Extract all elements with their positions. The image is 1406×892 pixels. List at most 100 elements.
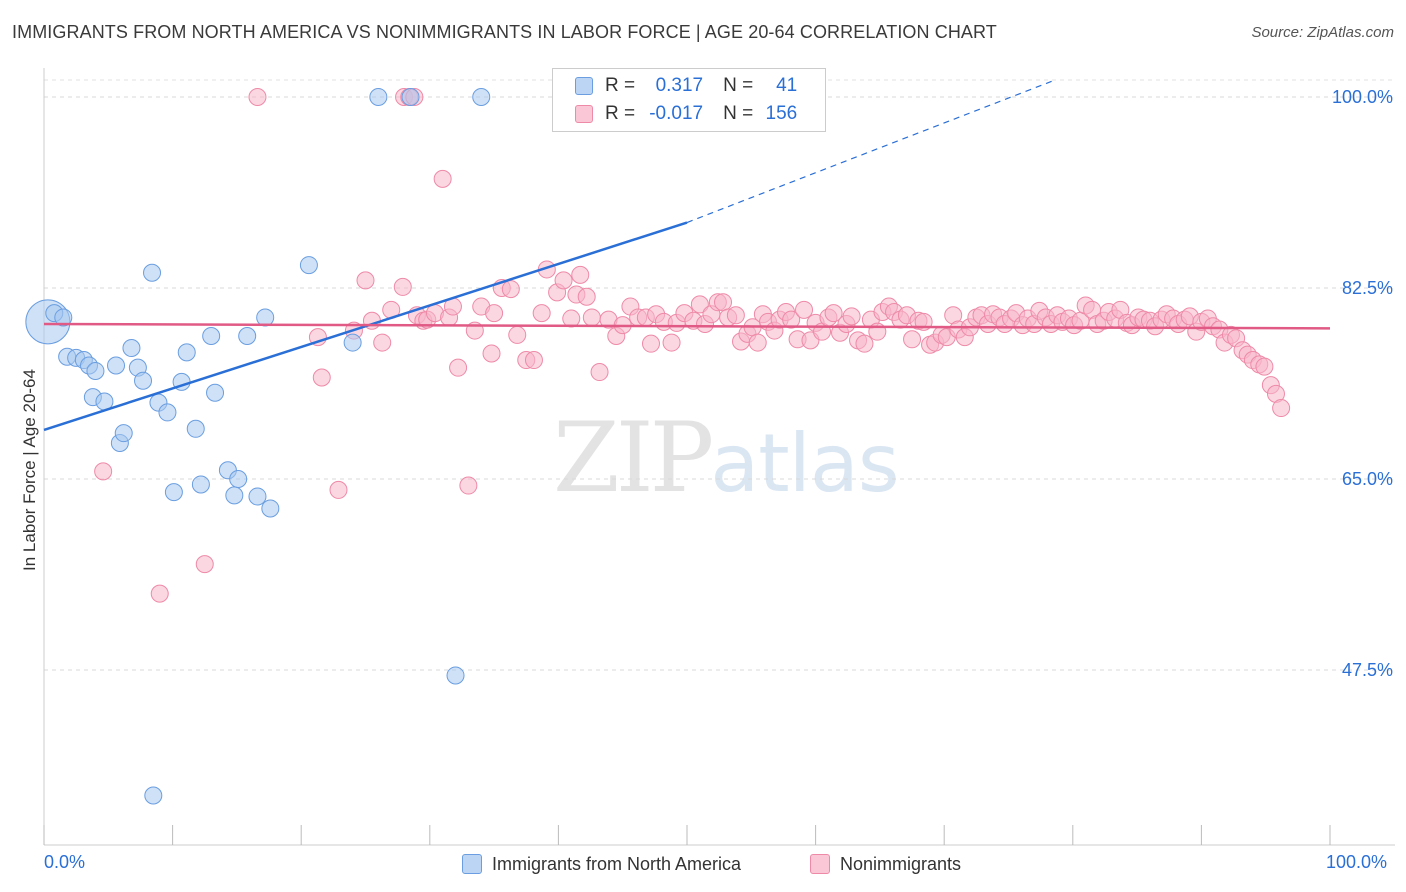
nonimmigrant-point — [641, 334, 660, 353]
nonimmigrant-point — [748, 333, 767, 352]
nonimmigrant-point — [726, 306, 745, 325]
nonimmigrant-point — [1272, 399, 1291, 418]
nonimmigrant-point — [532, 304, 551, 323]
immigrant-point — [472, 88, 491, 106]
watermark: ZIPatlas — [553, 402, 900, 514]
nonimmigrant-point — [248, 88, 267, 106]
immigrant-point — [144, 786, 163, 805]
nonimmigrant-point — [94, 462, 113, 481]
legend-swatch-pink — [575, 105, 593, 123]
x-tick-min: 0.0% — [44, 852, 86, 872]
immigrant-point — [143, 263, 162, 282]
nonimmigrant-point — [329, 480, 348, 499]
immigrant-point — [114, 424, 133, 443]
correlation-legend: R = 0.317 N = 41 R = -0.017 N = 156 — [552, 68, 826, 132]
immigrant-point — [86, 361, 105, 380]
bottom-legend-swatch-blue — [462, 854, 482, 874]
nonimmigrant-point — [482, 344, 501, 363]
grid-lines — [44, 79, 1395, 671]
bottom-legend-swatch-pink — [810, 854, 830, 874]
nonimmigrant-point — [393, 277, 412, 296]
x-tick-max: 100.0% — [1326, 852, 1388, 872]
nonimmigrant-point — [501, 280, 520, 299]
immigrant-point — [206, 383, 225, 402]
nonimmigrant-point — [782, 310, 801, 329]
legend-swatch-blue — [575, 77, 593, 95]
immigrant-point — [107, 356, 126, 375]
nonimmigrant-point — [562, 309, 581, 328]
legend-r-value: -0.017 — [649, 103, 704, 124]
immigrant-point — [299, 256, 318, 275]
y-tick-65: 65.0% — [1341, 469, 1393, 489]
immigrant-point — [401, 88, 420, 106]
immigrants-points — [25, 88, 658, 805]
immigrant-point — [134, 371, 153, 390]
immigrant-point — [261, 499, 280, 518]
legend-r-value: 0.317 — [655, 75, 704, 96]
nonimmigrant-point — [842, 307, 861, 326]
immigrant-point — [164, 483, 183, 502]
nonimmigrant-point — [356, 271, 375, 290]
y-tick-100: 100.0% — [1331, 87, 1393, 107]
immigrant-point — [369, 88, 388, 106]
immigrant-point — [229, 470, 248, 488]
nonimmigrant-point — [485, 304, 504, 323]
axes — [43, 68, 1395, 846]
immigrant-point — [248, 487, 267, 506]
bottom-legend-immigrants: Immigrants from North America — [462, 852, 741, 876]
immigrant-point — [343, 333, 362, 352]
nonimmigrant-point — [571, 265, 590, 284]
immigrant-point — [446, 666, 465, 685]
bottom-legend-label: Nonimmigrants — [840, 853, 962, 874]
immigrant-point — [225, 486, 244, 505]
chart-title: IMMIGRANTS FROM NORTH AMERICA VS NONIMMI… — [12, 22, 997, 42]
nonimmigrant-point — [449, 358, 468, 377]
immigrant-point — [177, 343, 196, 362]
legend-row-immigrants: R = 0.317 N = 41 — [575, 74, 797, 98]
nonimmigrant-point — [855, 334, 874, 353]
nonimmigrant-point — [903, 330, 922, 349]
immigrant-point — [158, 403, 177, 422]
immigrant-point — [202, 327, 221, 346]
nonimmigrant-point — [459, 476, 478, 495]
nonimmigrant-point — [150, 584, 169, 603]
legend-n-value: 156 — [765, 103, 798, 124]
nonimmigrant-point — [582, 308, 601, 327]
y-tick-82-5: 82.5% — [1341, 278, 1393, 298]
legend-r-label: R = — [605, 103, 636, 124]
immigrant-point — [122, 339, 141, 358]
legend-n-label: N = — [723, 103, 754, 124]
immigrant-point — [256, 308, 275, 327]
nonimmigrant-point — [714, 293, 733, 312]
nonimmigrants-trend-line — [43, 322, 1331, 330]
nonimmigrant-point — [312, 368, 331, 387]
nonimmigrant-point — [508, 325, 527, 344]
legend-r-label: R = — [605, 75, 636, 96]
nonimmigrant-point — [795, 300, 814, 319]
nonimmigrant-point — [824, 304, 843, 323]
legend-row-nonimmigrants: R = -0.017 N = 156 — [575, 102, 797, 126]
trend-lines — [43, 80, 1331, 432]
nonimmigrant-point — [577, 287, 596, 306]
immigrant-point — [186, 419, 205, 438]
immigrant-point — [238, 327, 257, 346]
watermark-zip: ZIP — [553, 402, 714, 514]
bottom-legend-nonimmigrants: Nonimmigrants — [810, 852, 961, 876]
y-tick-47-5: 47.5% — [1341, 660, 1393, 680]
legend-n-value: 41 — [776, 75, 798, 96]
source-label: Source: ZipAtlas.com — [1251, 24, 1394, 41]
nonimmigrant-point — [590, 363, 609, 382]
nonimmigrant-point — [195, 555, 214, 574]
immigrant-point — [54, 308, 73, 327]
nonimmigrant-point — [662, 333, 681, 352]
nonimmigrant-point — [373, 333, 392, 352]
bottom-legend-label: Immigrants from North America — [492, 853, 742, 874]
immigrant-point — [191, 475, 210, 494]
nonimmigrant-point — [433, 169, 452, 188]
nonimmigrants-points — [94, 88, 1291, 603]
nonimmigrant-point — [690, 295, 709, 314]
watermark-atlas: atlas — [710, 417, 899, 510]
nonimmigrant-point — [554, 271, 573, 290]
legend-n-label: N = — [723, 75, 754, 96]
